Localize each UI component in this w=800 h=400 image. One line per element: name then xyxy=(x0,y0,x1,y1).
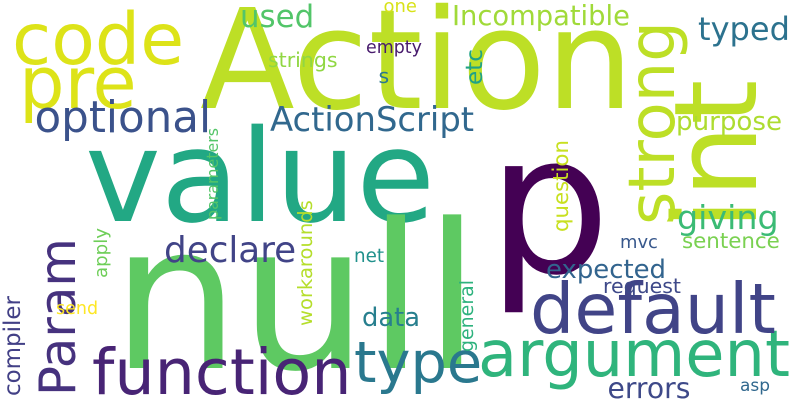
word-etc: etc xyxy=(461,49,488,85)
word-sentence: sentence xyxy=(682,228,780,254)
word-code: code xyxy=(12,0,185,81)
word-declare: declare xyxy=(164,230,297,271)
word-workarounds: workarounds xyxy=(294,200,317,326)
word-actionscript: ActionScript xyxy=(270,100,475,139)
word-empty: empty xyxy=(366,37,422,58)
word-null: null xyxy=(111,180,481,400)
word-default: default xyxy=(530,269,776,350)
word-optional: optional xyxy=(34,93,212,143)
word-request: request xyxy=(603,273,681,298)
word-net: net xyxy=(354,246,385,267)
word-typed: typed xyxy=(698,10,790,48)
word-data: data xyxy=(362,303,421,333)
word-question: question xyxy=(548,140,574,232)
word-one: one xyxy=(383,0,417,17)
word-expected: expected xyxy=(546,255,666,285)
word-function: function xyxy=(92,335,352,400)
word-apply: apply xyxy=(91,227,112,278)
word-strings: strings xyxy=(268,47,338,72)
word-pre: pre xyxy=(19,41,137,125)
word-argument: argument xyxy=(478,318,790,392)
word-send: send xyxy=(56,299,99,319)
word-parameters: parameters xyxy=(203,128,222,220)
word-purpose: purpose xyxy=(676,107,783,137)
word-type: type xyxy=(354,328,483,396)
word-compiler: compiler xyxy=(0,296,26,396)
word-asp: asp xyxy=(740,374,770,395)
word-used: used xyxy=(240,0,315,35)
word-mvc: mvc xyxy=(620,232,658,253)
word-giving: giving xyxy=(677,197,779,237)
word-p: p xyxy=(487,92,611,318)
word-incompatible: Incompatible xyxy=(452,0,630,32)
word-value: value xyxy=(85,103,436,252)
word-action: Action xyxy=(200,0,634,141)
word-errors: errors xyxy=(607,372,691,400)
word-general: general xyxy=(455,280,478,352)
word-s: s xyxy=(378,63,390,88)
